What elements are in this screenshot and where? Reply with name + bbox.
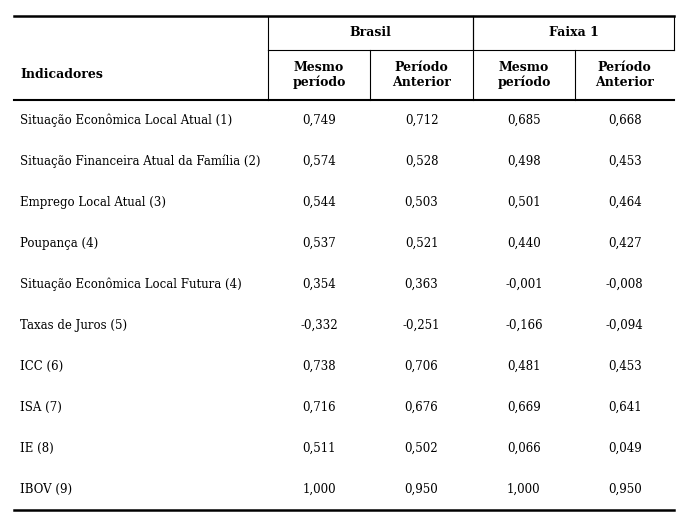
Text: -0,251: -0,251 [402, 319, 441, 332]
Text: -0,332: -0,332 [300, 319, 338, 332]
Text: 0,544: 0,544 [302, 196, 336, 209]
Text: ICC (6): ICC (6) [20, 360, 64, 373]
Text: 0,453: 0,453 [607, 360, 642, 373]
Text: 0,668: 0,668 [608, 113, 642, 126]
Text: 0,521: 0,521 [405, 237, 439, 250]
Text: 0,498: 0,498 [507, 154, 541, 167]
Text: 0,528: 0,528 [405, 154, 439, 167]
Text: 0,706: 0,706 [405, 360, 439, 373]
Text: 1,000: 1,000 [507, 483, 541, 496]
Text: IBOV (9): IBOV (9) [20, 483, 73, 496]
Text: -0,094: -0,094 [606, 319, 644, 332]
Text: 0,669: 0,669 [507, 400, 541, 413]
Text: 0,503: 0,503 [405, 196, 439, 209]
Text: Situação Econômica Local Atual (1): Situação Econômica Local Atual (1) [20, 113, 233, 127]
Text: 0,481: 0,481 [507, 360, 541, 373]
Text: Mesmo
período: Mesmo período [497, 60, 551, 89]
Text: 0,427: 0,427 [608, 237, 642, 250]
Text: 0,502: 0,502 [405, 441, 439, 454]
Text: 0,641: 0,641 [608, 400, 642, 413]
Text: 0,464: 0,464 [607, 196, 642, 209]
Text: Indicadores: Indicadores [20, 68, 104, 81]
Text: Período
Anterior: Período Anterior [392, 61, 451, 89]
Text: ISA (7): ISA (7) [20, 400, 62, 413]
Text: Situação Financeira Atual da Família (2): Situação Financeira Atual da Família (2) [20, 154, 261, 168]
Text: 0,950: 0,950 [607, 483, 642, 496]
Text: 0,950: 0,950 [405, 483, 439, 496]
Text: Poupança (4): Poupança (4) [20, 237, 99, 250]
Text: 0,501: 0,501 [507, 196, 541, 209]
Text: Período
Anterior: Período Anterior [595, 61, 654, 89]
Text: 0,685: 0,685 [507, 113, 541, 126]
Text: 0,712: 0,712 [405, 113, 439, 126]
Text: 0,574: 0,574 [302, 154, 336, 167]
Text: Brasil: Brasil [349, 27, 392, 40]
Text: -0,008: -0,008 [606, 278, 644, 291]
Text: Emprego Local Atual (3): Emprego Local Atual (3) [20, 196, 166, 209]
Text: 0,440: 0,440 [507, 237, 541, 250]
Text: Faixa 1: Faixa 1 [548, 27, 599, 40]
Text: 0,354: 0,354 [302, 278, 336, 291]
Text: 0,676: 0,676 [405, 400, 439, 413]
Text: -0,001: -0,001 [505, 278, 543, 291]
Text: 0,453: 0,453 [607, 154, 642, 167]
Text: Situação Econômica Local Futura (4): Situação Econômica Local Futura (4) [20, 277, 242, 291]
Text: 0,749: 0,749 [302, 113, 336, 126]
Text: Mesmo
período: Mesmo período [292, 60, 346, 89]
Text: 0,363: 0,363 [405, 278, 439, 291]
Text: 0,738: 0,738 [302, 360, 336, 373]
Text: 0,716: 0,716 [302, 400, 336, 413]
Text: 0,537: 0,537 [302, 237, 336, 250]
Text: 0,511: 0,511 [302, 441, 336, 454]
Text: -0,166: -0,166 [505, 319, 543, 332]
Text: IE (8): IE (8) [20, 441, 54, 454]
Text: 1,000: 1,000 [302, 483, 336, 496]
Text: Taxas de Juros (5): Taxas de Juros (5) [20, 319, 127, 332]
Text: 0,049: 0,049 [607, 441, 642, 454]
Text: 0,066: 0,066 [507, 441, 541, 454]
